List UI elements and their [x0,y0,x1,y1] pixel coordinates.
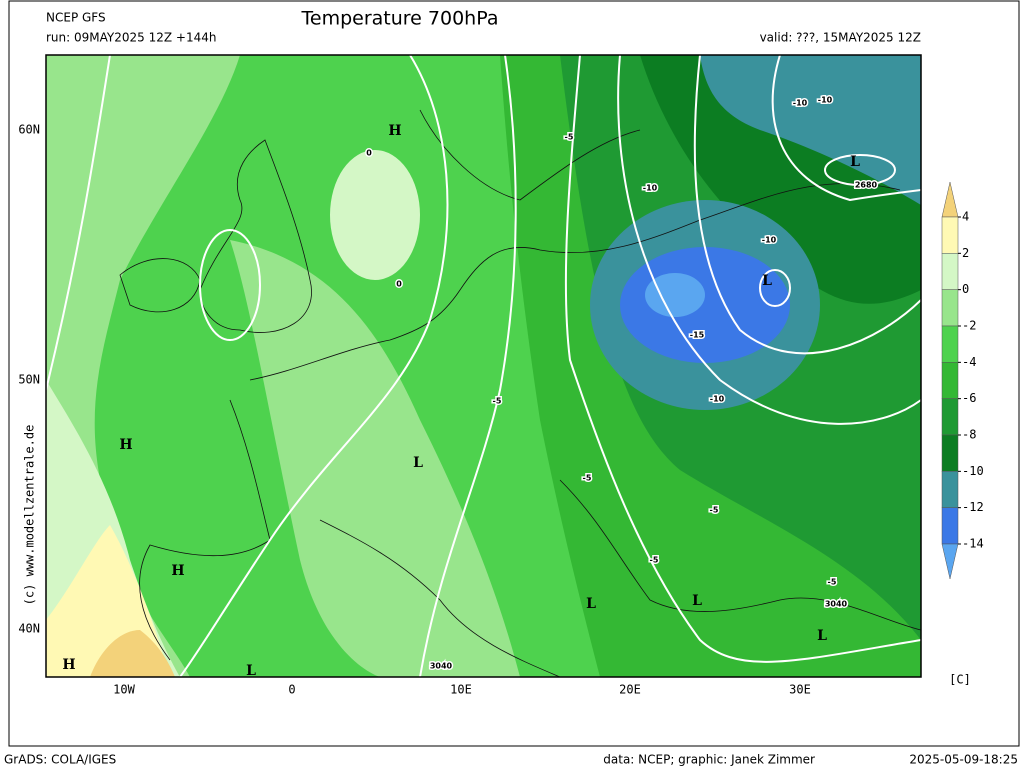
colorbar-segment [941,253,959,290]
contour-label: 3040 [430,662,453,671]
colorbar-extend-top [941,181,959,218]
colorbar-label: 4 [962,210,969,224]
lon-axis: 10W 0 10E 20E 30E [113,683,811,697]
contour-label: 0 [366,149,372,158]
lon-tick-label: 30E [789,683,811,697]
footer-timestamp: 2025-05-09-18:25 [909,753,1018,767]
footer-software: GrADS: COLA/IGES [4,753,116,767]
colorbar-segment [941,325,959,363]
pressure-center: L [762,273,772,289]
pressure-center: L [413,455,423,471]
colorbar-extend-bottom [941,543,959,580]
contour-label: 2680 [855,181,878,190]
colorbar: 4 2 0 -2 -4 -6 -8 -10 -12 -14 [941,181,984,580]
colorbar-label: 2 [962,246,969,260]
valid-time: valid: ???, 15MAY2025 12Z [760,31,921,45]
pressure-center: L [692,593,702,609]
lon-tick-label: 20E [619,683,641,697]
pressure-center: H [171,563,184,579]
contour-label: -10 [643,184,658,193]
colorbar-segment [941,289,959,327]
colorbar-label: -2 [962,319,976,333]
pressure-centers: H L L H L H L L L H L [62,123,860,679]
lon-tick-label: 0 [288,683,295,697]
contour-label: -10 [762,236,777,245]
contour-label: -5 [828,578,837,587]
pressure-center: L [586,596,596,612]
pressure-center: L [817,628,827,644]
contour-label: -5 [583,474,592,483]
lat-tick-label: 50N [18,373,40,387]
model-name: NCEP GFS [46,11,106,25]
lon-tick-label: 10W [113,683,135,697]
colorbar-segment [941,507,959,545]
contour-label: 3040 [825,600,848,609]
pressure-center: H [119,437,132,453]
contour-label: -10 [818,96,833,105]
pressure-center: H [62,657,75,673]
colorbar-segment [941,434,959,472]
contour-label: 0 [396,280,402,289]
colorbar-label: -12 [962,500,984,514]
colorbar-segment [941,362,959,399]
lon-tick-label: 10E [450,683,472,697]
colorbar-label: -4 [962,355,976,369]
contour-label: -5 [650,556,659,565]
footer-credits: data: NCEP; graphic: Janek Zimmer [603,753,815,767]
copyright: (c) www.modellzentrale.de [23,425,37,606]
run-info: run: 09MAY2025 12Z +144h [46,31,216,45]
colorbar-label: 0 [962,282,969,296]
contour-label: -10 [793,99,808,108]
map-title: Temperature 700hPa [301,8,499,30]
pressure-center: L [850,154,860,170]
contour-labels: 0 0 -5 -10 -10 -10 -10 2680 -15 -10 -5 -… [365,94,879,672]
colorbar-segment [941,398,959,436]
colorbar-label: -8 [962,428,976,442]
colorbar-segment [941,471,959,508]
map-frame [45,54,922,678]
outer-frame [8,0,1020,747]
colorbar-unit: [C] [949,673,971,687]
lat-tick-label: 60N [18,123,40,137]
contour-label: -10 [710,395,725,404]
contour-label: -15 [690,331,705,340]
coastlines [119,109,921,677]
contour-label: -5 [710,506,719,515]
colorbar-segment [941,216,959,254]
colorbar-label: -10 [962,464,984,478]
pressure-center: L [246,663,256,679]
lat-axis: 60N 50N 40N [18,123,40,636]
isohypses [46,55,921,677]
contour-label: -5 [493,397,502,406]
colorbar-label: -14 [962,537,984,551]
contour-label: -5 [565,133,574,142]
lat-tick-label: 40N [18,622,40,636]
map-shading [46,55,921,677]
pressure-center: H [388,123,401,139]
colorbar-label: -6 [962,391,976,405]
